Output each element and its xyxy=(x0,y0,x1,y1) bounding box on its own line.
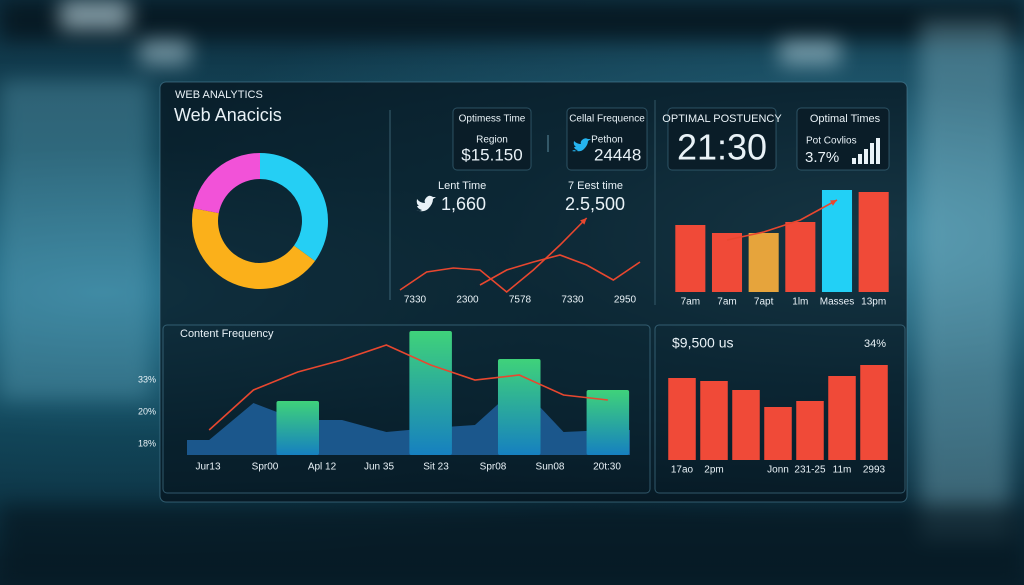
x-tick-label: Jur13 xyxy=(195,462,220,473)
x-tick-label: Apl 12 xyxy=(308,462,337,473)
x-tick-label: 17ao xyxy=(671,465,694,476)
bar xyxy=(860,365,888,460)
highlight-value: 2.5,500 xyxy=(565,194,625,214)
bar xyxy=(276,401,320,455)
bar xyxy=(764,407,792,460)
stat-label: OPTIMAL POSTUENCY xyxy=(662,113,782,125)
x-tick-label: Jun 35 xyxy=(364,462,394,473)
x-tick-label: 7330 xyxy=(404,295,427,306)
x-tick-label: 7330 xyxy=(561,295,584,306)
donut xyxy=(191,153,328,289)
x-tick-label: Jonn xyxy=(767,465,789,476)
pillar xyxy=(920,20,1010,540)
highlight-label: Lent Time xyxy=(438,180,486,192)
arrow-head xyxy=(580,218,587,225)
x-tick-label: 7am xyxy=(717,297,736,308)
x-tick-label: 2300 xyxy=(456,295,479,306)
x-tick-label: 13pm xyxy=(861,297,886,308)
x-tick-label: 20t:30 xyxy=(593,462,621,473)
bar xyxy=(785,222,816,292)
badge: 34% xyxy=(864,338,886,350)
stat-value: 24448 xyxy=(594,145,641,164)
x-tick-label: 7578 xyxy=(509,295,532,306)
highlight-label: 7 Eest time xyxy=(568,180,623,192)
bar xyxy=(409,331,452,455)
bar xyxy=(711,233,743,292)
bar xyxy=(586,390,630,455)
stat-label: Cellal Frequence xyxy=(569,114,645,125)
x-tick-label: 2pm xyxy=(704,465,723,476)
x-tick-label: 11m xyxy=(833,465,852,476)
bar xyxy=(821,190,853,292)
x-tick-label: 7am xyxy=(681,297,700,308)
x-tick-label: Spr00 xyxy=(252,462,279,473)
stat-value: $15.150 xyxy=(461,145,522,164)
bar xyxy=(732,390,760,460)
stat-sublabel: Pethon xyxy=(591,135,623,146)
content-panel xyxy=(162,324,651,494)
bars-icon xyxy=(852,138,880,164)
x-tick-label: Sit 23 xyxy=(423,462,449,473)
x-tick-label: 2950 xyxy=(614,295,637,306)
x-tick-label: Spr08 xyxy=(480,462,507,473)
stat-box xyxy=(452,107,532,171)
x-tick-label: Sun08 xyxy=(536,462,565,473)
stat-value: 3.7% xyxy=(805,149,839,166)
ceiling-light xyxy=(140,40,190,65)
x-tick-label: 231-25 xyxy=(794,465,826,476)
bar xyxy=(748,233,779,292)
window xyxy=(0,80,150,400)
x-tick-label: Masses xyxy=(820,297,854,308)
ceiling-light xyxy=(60,0,130,30)
title: Web Anacicis xyxy=(174,105,282,125)
ceiling xyxy=(0,0,1024,40)
bar xyxy=(700,381,728,460)
donut-segment xyxy=(260,153,328,261)
stat-box xyxy=(667,107,777,171)
line xyxy=(726,199,838,241)
line xyxy=(399,217,588,294)
line xyxy=(479,254,641,286)
bar xyxy=(828,376,856,460)
bar xyxy=(668,378,696,460)
x-tick-label: 2993 xyxy=(863,465,886,476)
donut-segment xyxy=(193,153,260,214)
donut-segment xyxy=(191,208,316,289)
stat-label: Optimal Times xyxy=(810,113,881,125)
twitter-icon xyxy=(572,138,591,152)
bar xyxy=(858,192,889,292)
x-tick-label: 7apt xyxy=(754,297,774,308)
stat-sublabel: Pot Covlios xyxy=(806,136,857,147)
stat-box xyxy=(566,107,648,171)
x-tick-label: 1lm xyxy=(792,297,808,308)
bar xyxy=(675,225,706,292)
kicker: WEB ANALYTICS xyxy=(175,89,263,101)
y-label: 33% xyxy=(138,374,156,384)
floor xyxy=(0,505,1024,585)
ceiling-light xyxy=(780,40,840,65)
bar xyxy=(497,359,541,455)
twitter-icon xyxy=(416,195,436,212)
revenue-panel xyxy=(654,324,906,494)
y-label: 18% xyxy=(138,438,156,448)
chart-title: Content Frequency xyxy=(180,328,274,340)
bar xyxy=(796,401,824,460)
stat-sublabel: Region xyxy=(476,135,508,146)
highlight-value: 1,660 xyxy=(441,194,486,214)
y-label: 20% xyxy=(138,406,156,416)
stat-value: 21:30 xyxy=(677,127,767,168)
stat-label: Optimess Time xyxy=(459,114,526,125)
chart-title: $9,500 us xyxy=(672,335,734,351)
line xyxy=(208,344,608,431)
arrow-head xyxy=(830,200,837,206)
